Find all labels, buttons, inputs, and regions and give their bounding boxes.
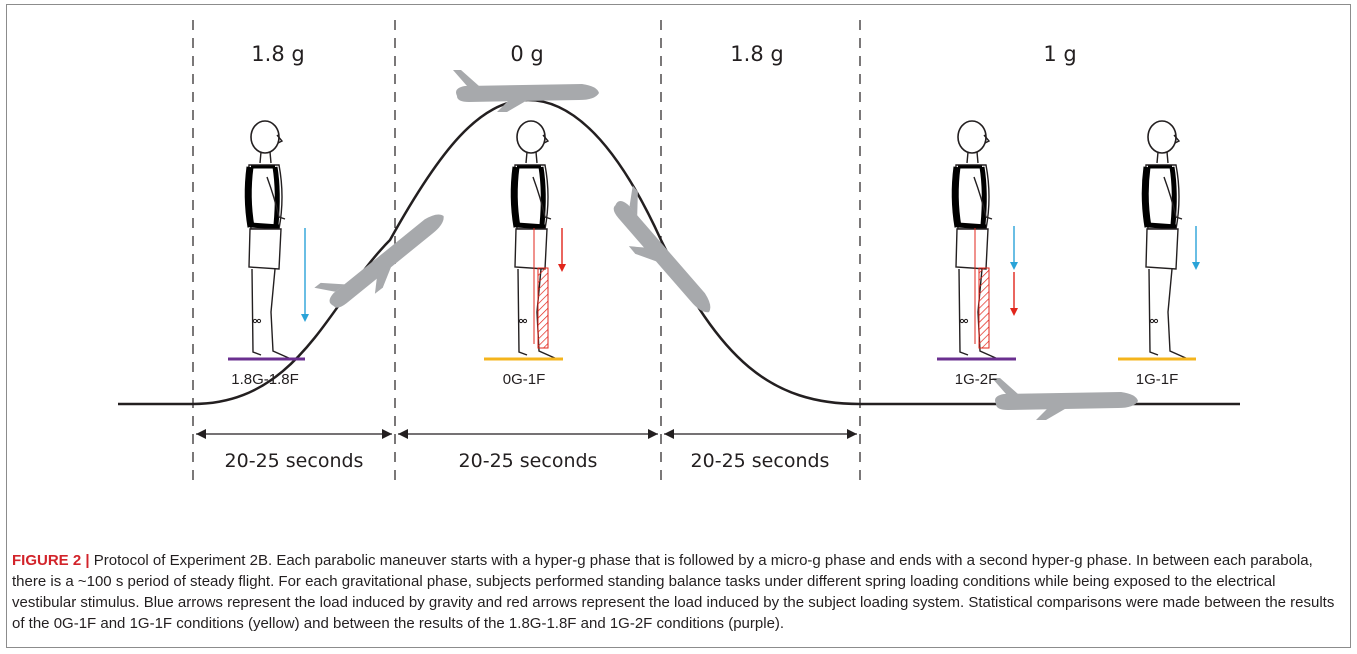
figure-caption: FIGURE 2 | Protocol of Experiment 2B. Ea…	[12, 550, 1342, 634]
subject-figure	[955, 121, 998, 359]
duration-label: 20-25 seconds	[691, 450, 830, 472]
aircraft-top	[453, 70, 599, 112]
subject-figure	[514, 121, 557, 359]
figure-frame	[6, 4, 1351, 648]
aircraft-descent	[600, 185, 727, 325]
phase-label: 1 g	[1043, 42, 1076, 66]
duration-label: 20-25 seconds	[225, 450, 364, 472]
duration-arrows	[196, 429, 857, 439]
phase-label: 0 g	[510, 42, 543, 66]
condition-label: 1.8G-1.8F	[231, 371, 299, 388]
phase-boundaries	[192, 20, 861, 485]
caption-separator: |	[85, 552, 90, 569]
aircraft-climb	[314, 197, 456, 321]
caption-label: FIGURE 2	[12, 552, 82, 569]
aircraft-level	[992, 378, 1138, 420]
spring-loading-system	[533, 228, 990, 349]
phase-label: 1.8 g	[730, 42, 783, 66]
condition-label: 0G-1F	[503, 371, 546, 388]
condition-label: 1G-1F	[1136, 371, 1179, 388]
condition-label: 1G-2F	[955, 371, 998, 388]
caption-text: Protocol of Experiment 2B. Each paraboli…	[12, 552, 1335, 632]
gravity-arrows	[301, 226, 1200, 322]
loading-arrows	[558, 228, 1018, 316]
subject-figure	[1145, 121, 1188, 359]
phase-label: 1.8 g	[251, 42, 304, 66]
subject-figure	[248, 121, 291, 359]
duration-label: 20-25 seconds	[459, 450, 598, 472]
